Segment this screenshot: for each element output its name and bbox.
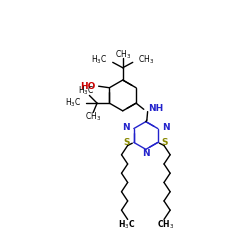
Text: N: N bbox=[162, 123, 169, 132]
Text: HO: HO bbox=[80, 82, 96, 91]
Text: S: S bbox=[124, 138, 130, 147]
Text: S: S bbox=[162, 138, 168, 147]
Text: CH$_3$: CH$_3$ bbox=[85, 111, 101, 123]
Text: H$_3$C: H$_3$C bbox=[65, 97, 82, 110]
Text: N: N bbox=[122, 123, 130, 132]
Text: H$_3$C: H$_3$C bbox=[91, 54, 107, 66]
Text: NH: NH bbox=[148, 104, 164, 113]
Text: H$_3$C: H$_3$C bbox=[78, 84, 94, 97]
Text: CH$_3$: CH$_3$ bbox=[157, 218, 174, 231]
Text: CH$_3$: CH$_3$ bbox=[138, 54, 154, 66]
Text: CH$_3$: CH$_3$ bbox=[115, 48, 131, 61]
Text: H$_3$C: H$_3$C bbox=[118, 218, 135, 231]
Text: N: N bbox=[142, 149, 150, 158]
